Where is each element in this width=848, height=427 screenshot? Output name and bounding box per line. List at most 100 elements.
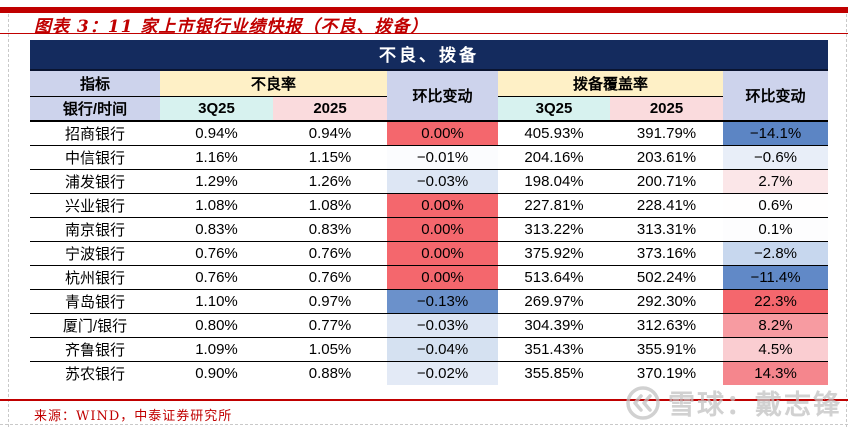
coverage-3q25-cell: 513.64%: [498, 265, 611, 290]
coverage-3q25-cell: 227.81%: [498, 193, 611, 218]
bank-name-cell: 苏农银行: [30, 361, 160, 385]
npl-2025-cell: 0.88%: [273, 361, 388, 385]
coverage-qoq-cell: 22.3%: [723, 289, 829, 314]
npl-2025-cell: 0.97%: [273, 289, 388, 314]
header-npl-3q25: 3Q25: [160, 96, 273, 122]
coverage-3q25-cell: 269.97%: [498, 289, 611, 314]
top-accent-bar: [0, 7, 848, 13]
coverage-2025-cell: 228.41%: [610, 193, 724, 218]
coverage-3q25-cell: 355.85%: [498, 361, 611, 385]
footer-divider: [0, 399, 848, 401]
coverage-2025-cell: 203.61%: [610, 145, 724, 170]
table-caption: 不良、拨备: [30, 40, 828, 71]
chart-title: 图表 3：11 家上市银行业绩快报（不良、拨备）: [34, 17, 429, 37]
coverage-2025-cell: 313.31%: [610, 217, 724, 242]
coverage-qoq-cell: 8.2%: [723, 313, 829, 338]
coverage-qoq-cell: −2.8%: [723, 241, 829, 266]
table-row: 南京银行 0.83% 0.83% 0.00% 313.22% 313.31% 0.1%: [30, 217, 829, 242]
table-row: 杭州银行 0.76% 0.76% 0.00% 513.64% 502.24% −11.4%: [30, 265, 829, 290]
npl-qoq-cell: −0.01%: [387, 145, 499, 170]
npl-3q25-cell: 0.83%: [160, 217, 273, 242]
coverage-qoq-cell: −14.1%: [723, 121, 829, 146]
header-npl-qoq-change: 环比变动: [387, 71, 499, 122]
npl-qoq-cell: −0.02%: [387, 361, 499, 385]
coverage-3q25-cell: 198.04%: [498, 169, 611, 194]
bank-name-cell: 齐鲁银行: [30, 337, 160, 362]
watermark: 雪球：戴志锋: [625, 383, 842, 422]
npl-3q25-cell: 0.76%: [160, 265, 273, 290]
npl-2025-cell: 0.77%: [273, 313, 388, 338]
coverage-qoq-cell: −11.4%: [723, 265, 829, 290]
header-bank-time: 银行/时间: [30, 96, 160, 122]
coverage-2025-cell: 292.30%: [610, 289, 724, 314]
source-note: 来源：WIND，中泰证券研究所: [34, 409, 233, 424]
coverage-2025-cell: 502.24%: [610, 265, 724, 290]
title-divider: [0, 33, 848, 34]
table-row: 兴业银行 1.08% 1.08% 0.00% 227.81% 228.41% 0.6%: [30, 193, 829, 218]
coverage-3q25-cell: 204.16%: [498, 145, 611, 170]
xueqiu-logo-icon: [625, 385, 661, 421]
npl-2025-cell: 0.83%: [273, 217, 388, 242]
coverage-3q25-cell: 405.93%: [498, 121, 611, 146]
coverage-2025-cell: 373.16%: [610, 241, 724, 266]
coverage-qoq-cell: 14.3%: [723, 361, 829, 385]
data-table: 指标 不良率 环比变动 拨备覆盖率 环比变动 银行/时间 3Q25 2025 3…: [30, 71, 829, 385]
npl-qoq-cell: −0.03%: [387, 313, 499, 338]
table-row: 中信银行 1.16% 1.15% −0.01% 204.16% 203.61% −0.6%: [30, 145, 829, 170]
header-coverage-2025: 2025: [610, 96, 724, 122]
coverage-2025-cell: 312.63%: [610, 313, 724, 338]
bank-name-cell: 中信银行: [30, 145, 160, 170]
table-row: 苏农银行 0.90% 0.88% −0.02% 355.85% 370.19% 14.3%: [30, 361, 829, 385]
coverage-qoq-cell: 4.5%: [723, 337, 829, 362]
npl-qoq-cell: 0.00%: [387, 193, 499, 218]
npl-qoq-cell: 0.00%: [387, 121, 499, 146]
npl-qoq-cell: −0.03%: [387, 169, 499, 194]
bank-name-cell: 厦门/银行: [30, 313, 160, 338]
npl-3q25-cell: 1.16%: [160, 145, 273, 170]
npl-3q25-cell: 1.08%: [160, 193, 273, 218]
header-coverage-3q25: 3Q25: [498, 96, 611, 122]
coverage-2025-cell: 391.79%: [610, 121, 724, 146]
npl-qoq-cell: 0.00%: [387, 241, 499, 266]
bank-name-cell: 杭州银行: [30, 265, 160, 290]
coverage-qoq-cell: 0.6%: [723, 193, 829, 218]
table-body: 招商银行 0.94% 0.94% 0.00% 405.93% 391.79% −14.1% 中…: [30, 121, 829, 385]
npl-3q25-cell: 0.76%: [160, 241, 273, 266]
watermark-text: 雪球：戴志锋: [668, 390, 842, 420]
coverage-qoq-cell: −0.6%: [723, 145, 829, 170]
coverage-3q25-cell: 375.92%: [498, 241, 611, 266]
npl-2025-cell: 1.08%: [273, 193, 388, 218]
npl-3q25-cell: 1.09%: [160, 337, 273, 362]
npl-qoq-cell: −0.04%: [387, 337, 499, 362]
coverage-3q25-cell: 313.22%: [498, 217, 611, 242]
coverage-qoq-cell: 0.1%: [723, 217, 829, 242]
npl-3q25-cell: 1.29%: [160, 169, 273, 194]
coverage-2025-cell: 355.91%: [610, 337, 724, 362]
page-border-right: [846, 14, 847, 427]
npl-qoq-cell: −0.13%: [387, 289, 499, 314]
npl-3q25-cell: 0.90%: [160, 361, 273, 385]
npl-3q25-cell: 0.94%: [160, 121, 273, 146]
npl-3q25-cell: 1.10%: [160, 289, 273, 314]
npl-2025-cell: 0.76%: [273, 241, 388, 266]
npl-3q25-cell: 0.80%: [160, 313, 273, 338]
coverage-3q25-cell: 351.43%: [498, 337, 611, 362]
header-indicator: 指标: [30, 71, 160, 97]
coverage-2025-cell: 200.71%: [610, 169, 724, 194]
header-npl-ratio: 不良率: [160, 71, 388, 97]
table-row: 浦发银行 1.29% 1.26% −0.03% 198.04% 200.71% 2.7%: [30, 169, 829, 194]
bank-name-cell: 招商银行: [30, 121, 160, 146]
bank-name-cell: 浦发银行: [30, 169, 160, 194]
npl-2025-cell: 0.76%: [273, 265, 388, 290]
npl-2025-cell: 1.05%: [273, 337, 388, 362]
table-row: 齐鲁银行 1.09% 1.05% −0.04% 351.43% 355.91% 4.5%: [30, 337, 829, 362]
coverage-qoq-cell: 2.7%: [723, 169, 829, 194]
table-row: 厦门/银行 0.80% 0.77% −0.03% 304.39% 312.63% 8.2%: [30, 313, 829, 338]
npl-qoq-cell: 0.00%: [387, 265, 499, 290]
npl-2025-cell: 0.94%: [273, 121, 388, 146]
header-coverage-qoq-change: 环比变动: [723, 71, 829, 122]
bank-name-cell: 宁波银行: [30, 241, 160, 266]
page-border-bottom: [0, 424, 848, 425]
npl-2025-cell: 1.26%: [273, 169, 388, 194]
